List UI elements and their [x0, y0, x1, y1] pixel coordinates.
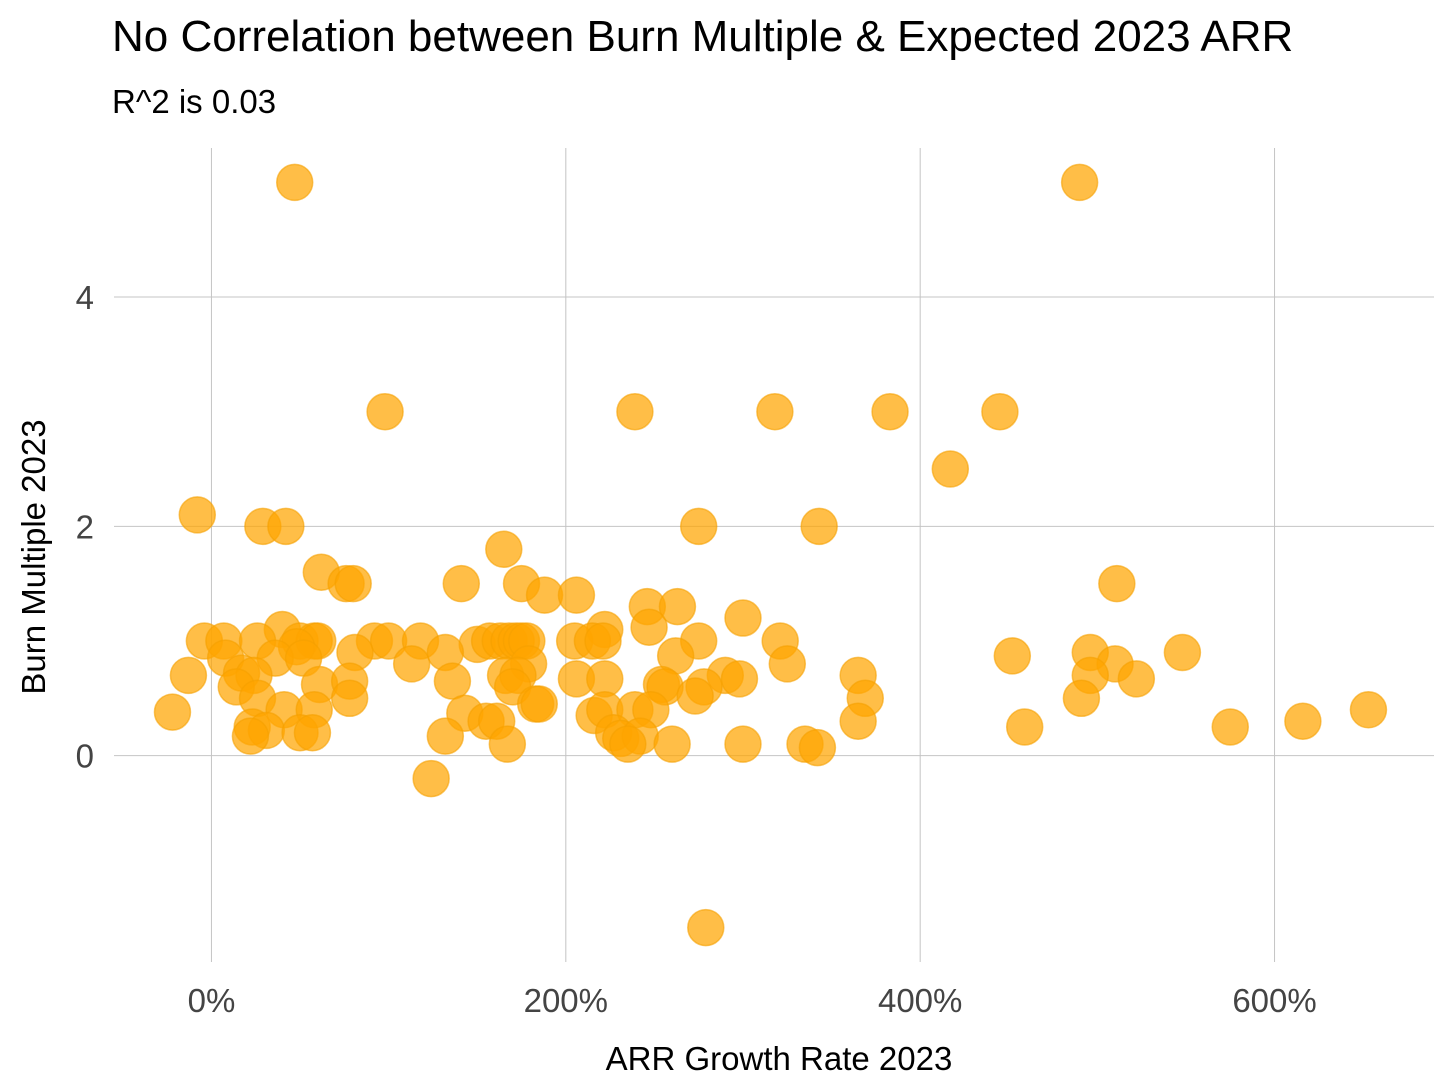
- data-point: [334, 564, 372, 603]
- data-point: [442, 564, 481, 603]
- x-tick-label: 0%: [188, 982, 236, 1019]
- chart-subtitle: R^2 is 0.03: [112, 83, 277, 120]
- data-point: [653, 725, 691, 763]
- data-point: [800, 507, 838, 546]
- data-point: [720, 660, 759, 698]
- data-point: [520, 685, 558, 723]
- data-point: [178, 496, 217, 534]
- data-point: [687, 908, 725, 947]
- data-point: [330, 679, 369, 718]
- data-point: [993, 637, 1032, 675]
- data-point: [426, 717, 465, 755]
- data-point: [275, 163, 314, 202]
- x-axis-title: ARR Growth Rate 2023: [606, 1040, 953, 1077]
- data-point: [169, 656, 208, 695]
- data-point: [392, 645, 431, 683]
- data-point: [267, 507, 305, 546]
- data-point: [1060, 163, 1099, 202]
- data-point: [630, 608, 668, 646]
- data-point: [756, 392, 794, 431]
- data-point: [293, 713, 332, 752]
- data-point: [676, 677, 714, 715]
- data-points: [153, 163, 1388, 947]
- y-tick-label: 4: [76, 279, 94, 316]
- y-tick-label: 2: [76, 508, 94, 545]
- x-tick-label: 600%: [1232, 982, 1316, 1019]
- data-point: [871, 392, 909, 431]
- data-point: [488, 725, 527, 763]
- data-point: [609, 725, 647, 763]
- data-point: [616, 392, 654, 431]
- data-point: [1211, 708, 1249, 746]
- data-point: [724, 599, 762, 637]
- data-point: [557, 576, 596, 614]
- data-point: [768, 645, 807, 683]
- data-point: [981, 392, 1019, 431]
- data-point: [658, 587, 697, 626]
- y-tick-labels: 0 2 4: [76, 279, 94, 775]
- data-point: [1098, 564, 1136, 603]
- data-point: [1284, 702, 1322, 740]
- x-tick-label: 200%: [524, 982, 608, 1019]
- data-point: [1062, 679, 1101, 718]
- x-tick-labels: 0% 200% 400% 600%: [188, 982, 1317, 1019]
- data-point: [798, 728, 837, 767]
- x-tick-label: 400%: [878, 982, 962, 1019]
- data-point: [839, 702, 877, 740]
- data-point: [366, 392, 404, 431]
- data-point: [679, 507, 718, 546]
- data-point: [584, 622, 622, 660]
- data-point: [525, 576, 564, 614]
- data-point: [931, 450, 970, 488]
- data-point: [1349, 691, 1388, 729]
- data-point: [1163, 633, 1202, 672]
- data-point: [231, 717, 270, 755]
- data-point: [433, 662, 472, 700]
- data-point: [153, 693, 192, 731]
- data-point: [724, 725, 762, 763]
- y-axis-title: Burn Multiple 2023: [15, 419, 52, 694]
- data-point: [485, 530, 523, 569]
- data-point: [1117, 660, 1156, 698]
- y-tick-label: 0: [76, 738, 94, 775]
- chart-title: No Correlation between Burn Multiple & E…: [112, 12, 1294, 61]
- data-point: [1005, 708, 1044, 746]
- grid-lines: [114, 148, 1434, 962]
- data-point: [412, 759, 450, 798]
